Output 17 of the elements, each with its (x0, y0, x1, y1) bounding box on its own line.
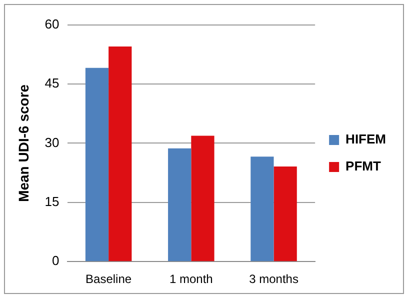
bar (250, 156, 274, 262)
y-tick-label: 30 (44, 134, 60, 150)
y-tick-label: 45 (44, 76, 60, 91)
x-tick-label: 1 month (169, 272, 213, 286)
bar (108, 46, 132, 262)
legend-label: PFMT (346, 158, 381, 174)
y-axis-title: Mean UDI-6 score (15, 84, 32, 202)
bar (168, 148, 192, 262)
y-tick-label: 0 (52, 253, 60, 268)
legend-label: HIFEM (346, 132, 386, 147)
x-tick-label: Baseline (86, 272, 132, 286)
x-tick-label: 3 months (249, 272, 298, 286)
bar (191, 136, 214, 262)
bar (85, 68, 109, 262)
bar (274, 166, 297, 262)
y-tick-label: 60 (44, 16, 60, 32)
y-tick-label: 15 (44, 194, 60, 209)
